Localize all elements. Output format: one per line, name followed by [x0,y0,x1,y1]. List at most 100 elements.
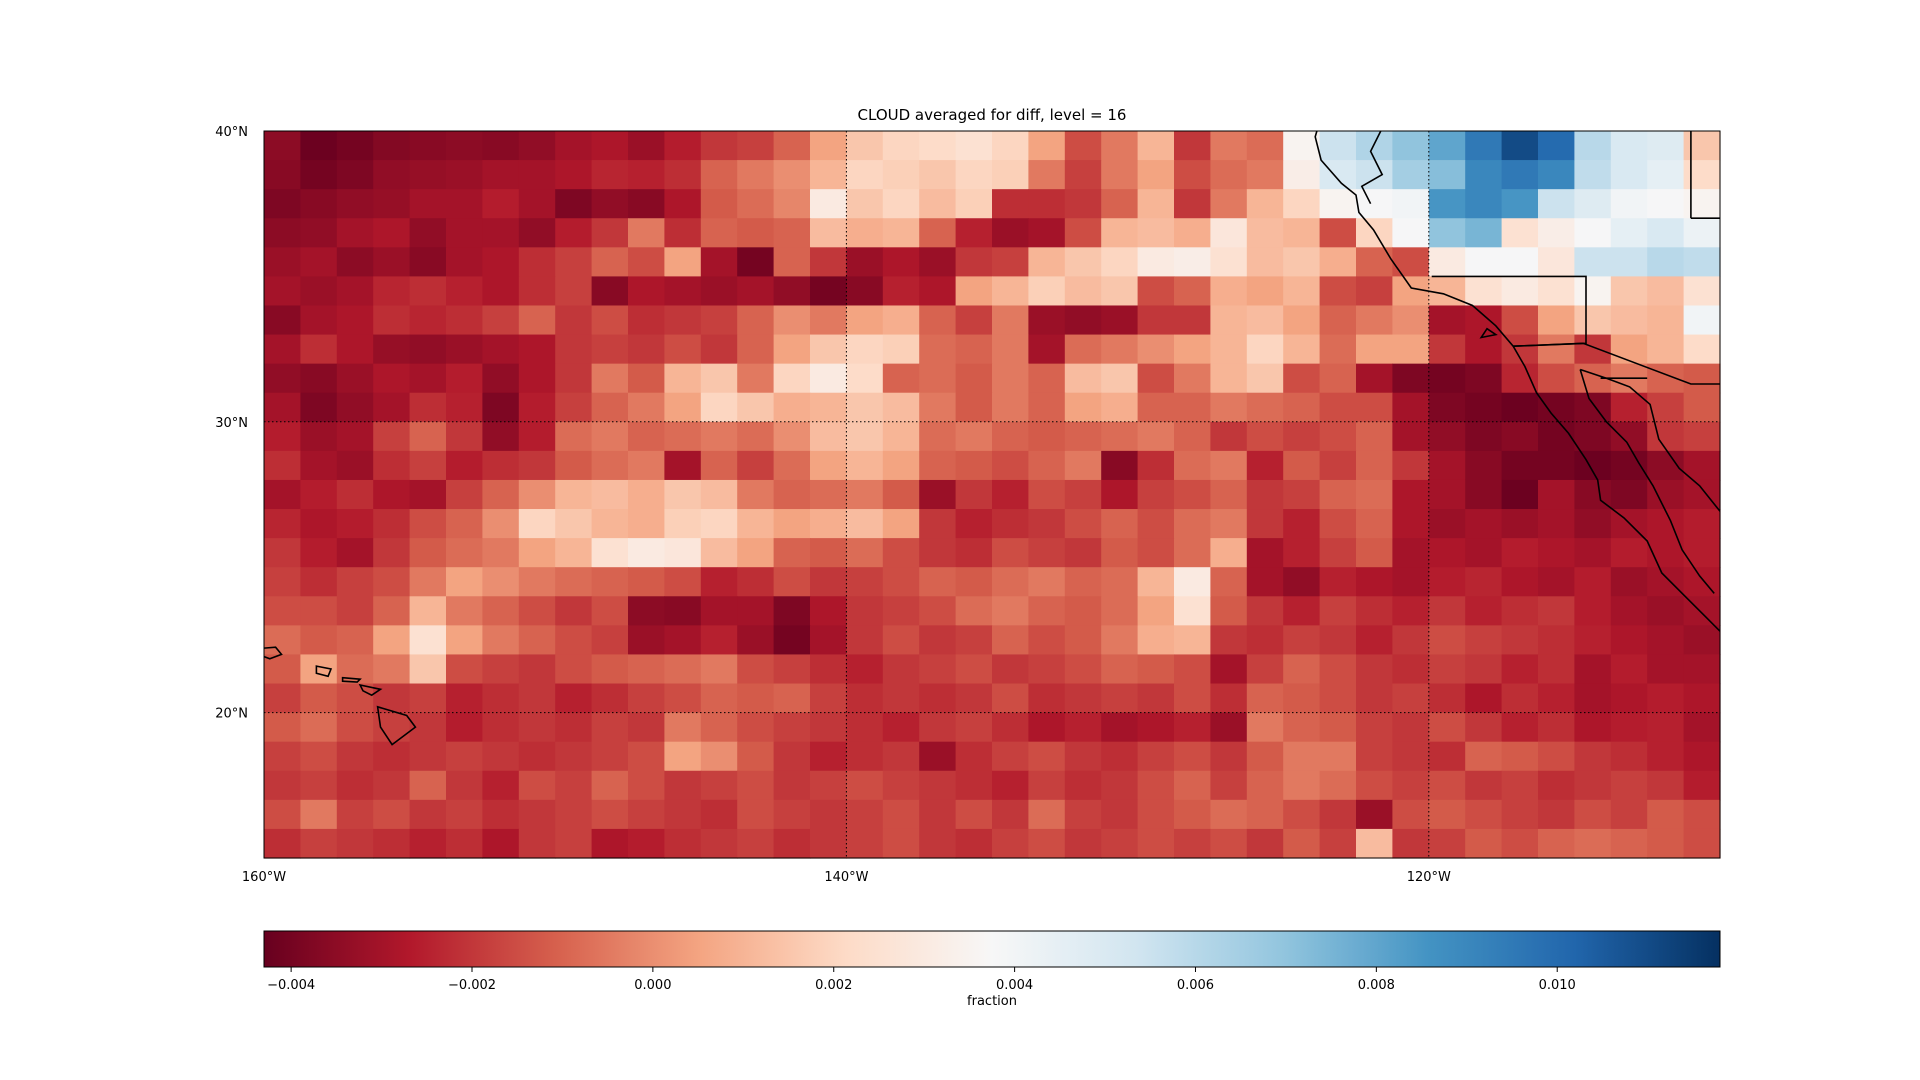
heatmap-cell [409,828,447,859]
heatmap-cell [1137,741,1175,772]
heatmap-cell [518,625,556,656]
heatmap-cell [1174,218,1211,248]
heatmap-cell [773,683,811,714]
heatmap-cell [1501,596,1539,626]
heatmap-cell [700,334,738,365]
heatmap-cell [773,596,811,626]
heatmap-cell [773,334,811,365]
heatmap-cell [700,363,738,394]
heatmap-cell [373,509,411,539]
heatmap-cell [446,509,483,539]
heatmap-cell [1028,683,1066,714]
heatmap-cell [846,334,884,365]
heatmap-cell [1428,567,1466,597]
heatmap-cell [1428,828,1466,859]
heatmap-cell [300,363,338,394]
heatmap-cell [1319,683,1357,714]
heatmap-cell [1246,509,1284,539]
heatmap-cell [336,741,374,772]
heatmap-cell [1064,218,1102,248]
heatmap-cell [992,741,1029,772]
heatmap-cell [919,363,957,394]
heatmap-cell [1538,509,1575,539]
heatmap-cell [1319,363,1357,394]
heatmap-cell [1356,538,1393,568]
heatmap-cell [1319,596,1357,626]
heatmap-cell [1137,538,1175,568]
heatmap-cell [518,770,556,801]
heatmap-cell [518,305,556,336]
heatmap-cell [300,625,338,656]
heatmap-cell [955,712,993,743]
heatmap-cell [737,741,775,772]
heatmap-cell [1683,654,1721,685]
heatmap-cell [518,828,556,859]
heatmap-cell [1174,828,1211,859]
heatmap-cell [300,799,338,830]
heatmap-cell [992,567,1029,597]
heatmap-cell [700,683,738,714]
heatmap-cell [882,218,920,248]
heatmap-cell [1137,334,1175,365]
heatmap-cell [1137,712,1175,743]
heatmap-cell [992,683,1029,714]
heatmap-cell [955,131,993,161]
heatmap-cell [919,160,957,190]
heatmap-cell [628,770,665,801]
heatmap-cell [700,625,738,656]
heatmap-cell [1283,276,1321,307]
heatmap-cell [773,276,811,307]
heatmap-cell [1683,828,1721,859]
heatmap-cell [446,276,483,307]
heatmap-cell [1246,567,1284,597]
heatmap-cell [919,509,957,539]
heatmap-cell [1428,712,1466,743]
heatmap-cell [409,538,447,568]
heatmap-cell [1137,363,1175,394]
heatmap-cell [1028,334,1066,365]
heatmap-cell [919,596,957,626]
heatmap-cell [1174,741,1211,772]
heatmap-cell [955,421,993,452]
heatmap-cell [664,509,702,539]
heatmap-cell [1356,305,1393,336]
heatmap-cell [1174,654,1211,685]
heatmap-cell [591,392,629,423]
heatmap-cell [1174,479,1211,510]
heatmap-cell [591,625,629,656]
lon-tick-labels: 160°W 140°W 120°W [242,870,1451,885]
heatmap-cell [1574,741,1612,772]
heatmap-cell [446,247,483,277]
heatmap-cell [518,218,556,248]
heatmap-cell [1610,654,1648,685]
heatmap-cell [737,625,775,656]
heatmap-cell [373,363,411,394]
heatmap-cell [1283,509,1321,539]
heatmap-cell [1246,363,1284,394]
heatmap-cell [518,334,556,365]
heatmap-cell [992,509,1029,539]
heatmap-cell [846,479,884,510]
heatmap-cell [1574,131,1612,161]
heatmap-cell [1465,625,1503,656]
heatmap-cell [1283,218,1321,248]
heatmap-cell [1465,276,1503,307]
heatmap-cell [1610,218,1648,248]
heatmap-cell [264,131,301,161]
heatmap-cell [628,247,665,277]
colorbar-tick-label: −0.002 [448,978,496,993]
heatmap-cell [773,799,811,830]
heatmap-cell [1283,538,1321,568]
heatmap-cell [1101,683,1139,714]
heatmap-cell [1428,334,1466,365]
heatmap-cell [955,479,993,510]
colorbar-tick-label: 0.010 [1539,978,1576,993]
heatmap-cell [300,189,338,219]
heatmap-cell [1210,625,1248,656]
heatmap-cell [810,683,847,714]
heatmap-cell [955,509,993,539]
heatmap-cell [373,334,411,365]
heatmap-cell [1574,189,1612,219]
heatmap-cell [628,712,665,743]
heatmap-cell [409,625,447,656]
